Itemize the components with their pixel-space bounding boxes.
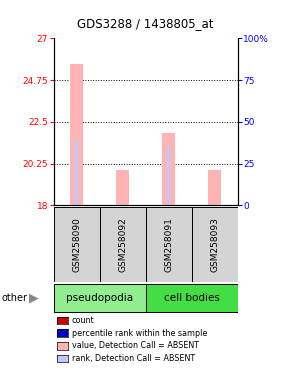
Text: count: count xyxy=(72,316,94,325)
Text: percentile rank within the sample: percentile rank within the sample xyxy=(72,329,207,338)
Bar xyxy=(116,170,129,205)
Bar xyxy=(100,207,146,282)
Bar xyxy=(70,65,83,205)
Text: GSM258092: GSM258092 xyxy=(118,217,127,272)
Text: GSM258093: GSM258093 xyxy=(210,217,219,272)
Text: other: other xyxy=(1,293,28,303)
Text: rank, Detection Call = ABSENT: rank, Detection Call = ABSENT xyxy=(72,354,195,363)
Text: GDS3288 / 1438805_at: GDS3288 / 1438805_at xyxy=(77,17,213,30)
Text: pseudopodia: pseudopodia xyxy=(66,293,133,303)
Text: cell bodies: cell bodies xyxy=(164,293,220,303)
Bar xyxy=(146,207,192,282)
Bar xyxy=(146,284,238,312)
Bar xyxy=(54,284,146,312)
Bar xyxy=(192,207,238,282)
Bar xyxy=(208,170,221,205)
Bar xyxy=(121,203,124,205)
Text: GSM258091: GSM258091 xyxy=(164,217,173,272)
Bar xyxy=(213,204,216,205)
Bar xyxy=(162,133,175,205)
Bar xyxy=(54,207,100,282)
Text: GSM258090: GSM258090 xyxy=(72,217,81,272)
Bar xyxy=(167,146,170,205)
Bar xyxy=(75,141,78,205)
Text: ▶: ▶ xyxy=(28,291,38,305)
Text: value, Detection Call = ABSENT: value, Detection Call = ABSENT xyxy=(72,341,199,351)
